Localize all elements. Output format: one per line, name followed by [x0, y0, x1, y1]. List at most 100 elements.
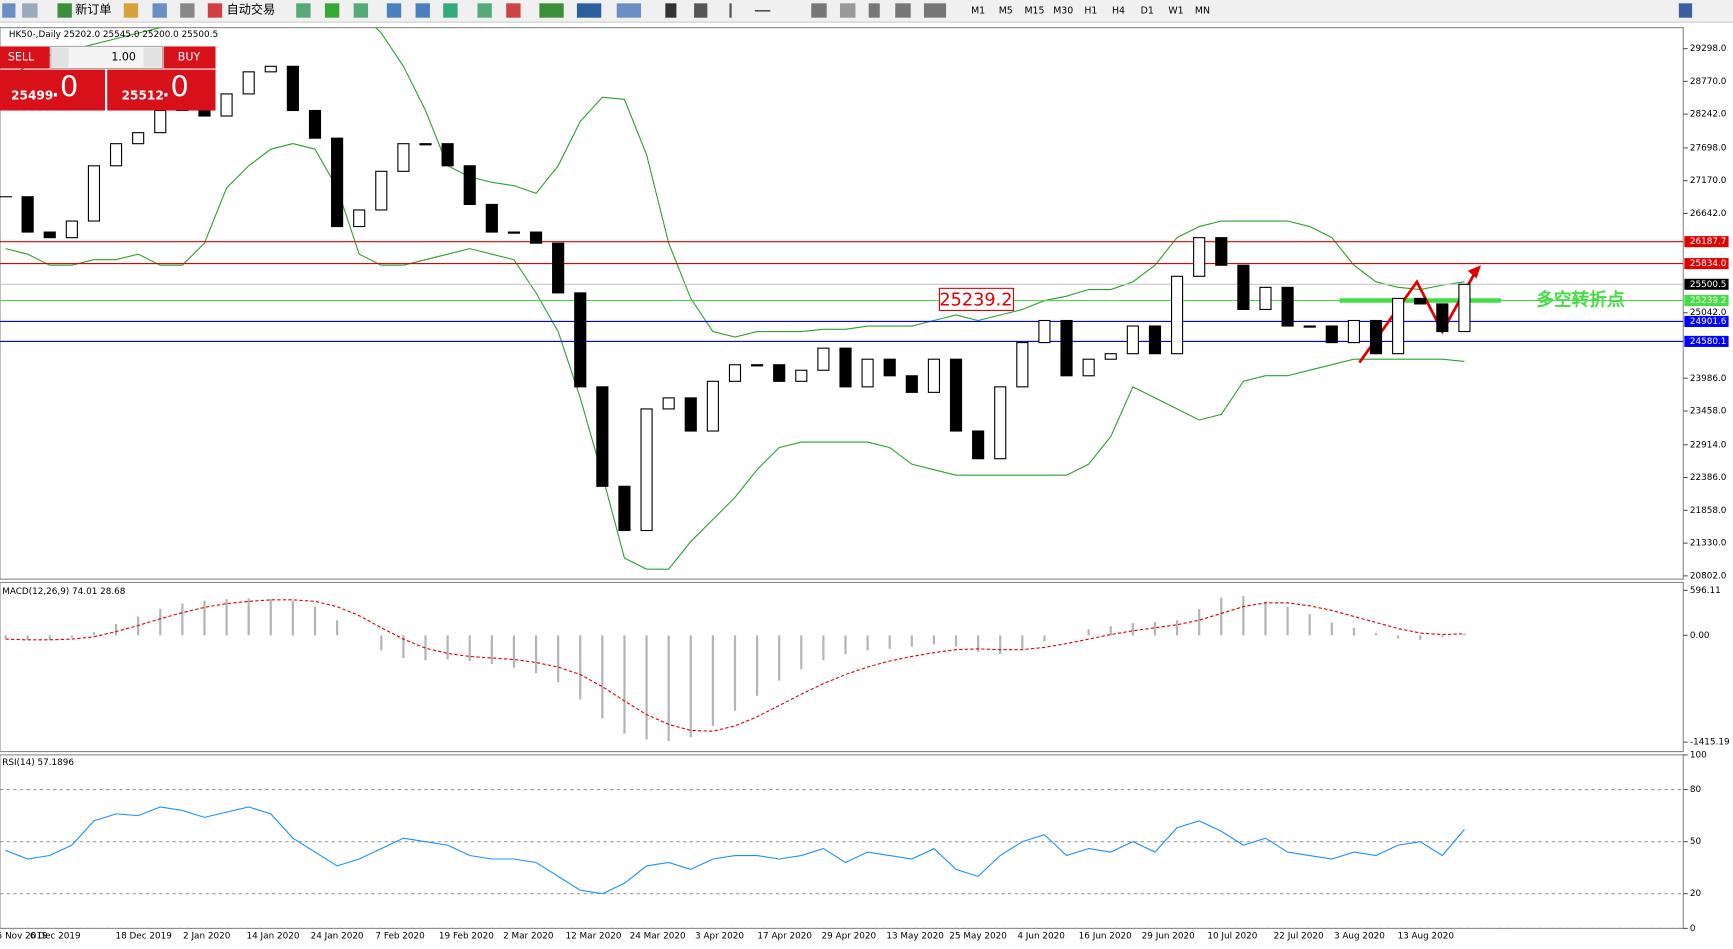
icon[interactable]	[506, 3, 521, 18]
y-tick-label: 23458.0	[1690, 407, 1727, 417]
icon[interactable]	[324, 3, 340, 18]
icon[interactable]	[22, 3, 38, 18]
annotation-price: 25239.2	[939, 291, 1012, 311]
lot-value[interactable]: 1.00	[111, 50, 136, 63]
rsi-title: RSI(14) 57.1896	[2, 758, 74, 768]
sell-button[interactable]	[0, 46, 50, 69]
level-label: 26187.7	[1690, 237, 1727, 247]
icon[interactable]	[57, 3, 72, 18]
y-tick-label: 25042.0	[1690, 308, 1727, 318]
timeframe-button[interactable]: H4	[1112, 6, 1125, 17]
icon[interactable]	[665, 3, 677, 18]
candle-body	[132, 132, 145, 145]
search-icon[interactable]	[1678, 3, 1693, 18]
x-tick-label: 24 Jan 2020	[311, 932, 364, 942]
sell-label[interactable]: SELL	[8, 50, 35, 63]
y-tick-label: 26642.0	[1690, 209, 1727, 219]
icon[interactable]	[353, 3, 369, 18]
y-tick-label: 80	[1690, 785, 1702, 795]
y-tick-label: 22386.0	[1690, 473, 1727, 483]
trade-panel: SELL 1.00 BUY 25499 .0 25512 .0	[0, 45, 216, 111]
icon[interactable]	[2, 3, 16, 18]
candle-body	[1281, 286, 1294, 327]
axes: 29298.0 28770.0 28242.0 27698.0 27170.0 26642…	[0, 44, 1730, 942]
y-tick-label: 20	[1690, 889, 1702, 899]
buy-label[interactable]: BUY	[178, 50, 201, 63]
timeframe-button[interactable]: M5	[999, 6, 1013, 17]
candle-body	[43, 231, 56, 239]
candle-body	[1347, 319, 1360, 344]
candle-body	[1170, 275, 1184, 355]
level-label: 25239.2	[1690, 296, 1727, 306]
x-tick-label: 17 Apr 2020	[757, 932, 812, 942]
icon[interactable]	[754, 9, 771, 12]
icon[interactable]	[539, 3, 564, 18]
ask-price[interactable]: 25512	[122, 89, 164, 103]
x-tick-label: 29 Jun 2020	[1142, 932, 1195, 942]
candle-body	[264, 65, 277, 73]
candle-body	[795, 369, 808, 382]
timeframe-button[interactable]: M1	[971, 6, 985, 17]
candle-body	[552, 242, 565, 294]
ask-box[interactable]	[107, 69, 216, 111]
bid-price[interactable]: 25499	[11, 89, 53, 103]
candle-body	[1126, 325, 1139, 355]
chart-title: HK50-,Daily 25202.0 25545.0 25200.0 2550…	[9, 30, 218, 40]
x-tick-label: 13 May 2020	[886, 932, 944, 942]
x-tick-label: 22 Jul 2020	[1274, 932, 1324, 942]
icon[interactable]	[296, 3, 311, 18]
icon[interactable]	[415, 3, 430, 18]
icon[interactable]	[443, 3, 458, 18]
candle-body	[1259, 286, 1272, 311]
timeframe-button[interactable]: M15	[1024, 6, 1044, 17]
x-tick-label: 18 Dec 2019	[115, 932, 171, 942]
buy-button[interactable]	[163, 46, 216, 69]
bid-box[interactable]	[0, 69, 105, 111]
timeframe-button[interactable]: D1	[1141, 6, 1154, 17]
icon[interactable]	[576, 3, 602, 18]
icon[interactable]	[694, 3, 708, 18]
icon[interactable]	[811, 3, 827, 18]
candle-body	[375, 170, 388, 211]
icon[interactable]	[923, 3, 947, 18]
x-tick-label: 2 Mar 2020	[503, 932, 554, 942]
candle-body	[1060, 319, 1073, 377]
lot-input[interactable]	[50, 45, 164, 70]
icon[interactable]	[868, 3, 880, 18]
timeframe-button[interactable]: MN	[1195, 6, 1210, 17]
lot-down[interactable]	[51, 47, 69, 68]
annotation-text: 多空转折点	[1536, 289, 1625, 311]
new-order-button[interactable]: 新订单	[75, 1, 111, 16]
level-tag	[1684, 294, 1729, 307]
lot-up[interactable]	[143, 47, 162, 68]
y-tick-label: 596.11	[1690, 586, 1721, 596]
x-tick-label: 12 Mar 2020	[566, 932, 622, 942]
icon[interactable]	[152, 3, 167, 18]
icon[interactable]	[729, 3, 732, 18]
timeframe-button[interactable]: W1	[1168, 6, 1183, 17]
level-label: 24580.1	[1690, 337, 1727, 347]
icon[interactable]	[207, 3, 223, 18]
icon[interactable]	[839, 3, 856, 18]
candle-body	[353, 209, 366, 228]
bid-fraction[interactable]: .0	[51, 69, 78, 103]
ask-fraction[interactable]: .0	[161, 69, 188, 103]
level-tag	[1684, 278, 1729, 290]
icon[interactable]	[123, 3, 139, 18]
level-label: 25834.0	[1690, 259, 1727, 269]
auto-trading-button[interactable]: 自动交易	[227, 1, 276, 16]
x-tick-label: 3 Aug 2020	[1334, 932, 1385, 942]
candle-body	[419, 143, 432, 146]
candle-body	[640, 408, 653, 532]
icon[interactable]	[180, 3, 195, 18]
icon[interactable]	[895, 3, 911, 18]
candle-body	[972, 430, 985, 460]
icon[interactable]	[616, 3, 642, 18]
level-label: 24901.6	[1690, 317, 1727, 327]
icon[interactable]	[477, 3, 492, 18]
candle-body	[883, 358, 896, 377]
timeframe-button[interactable]: H1	[1084, 6, 1097, 17]
icon[interactable]	[386, 3, 402, 18]
level-tag	[1684, 236, 1729, 248]
timeframe-button[interactable]: M30	[1053, 6, 1073, 17]
